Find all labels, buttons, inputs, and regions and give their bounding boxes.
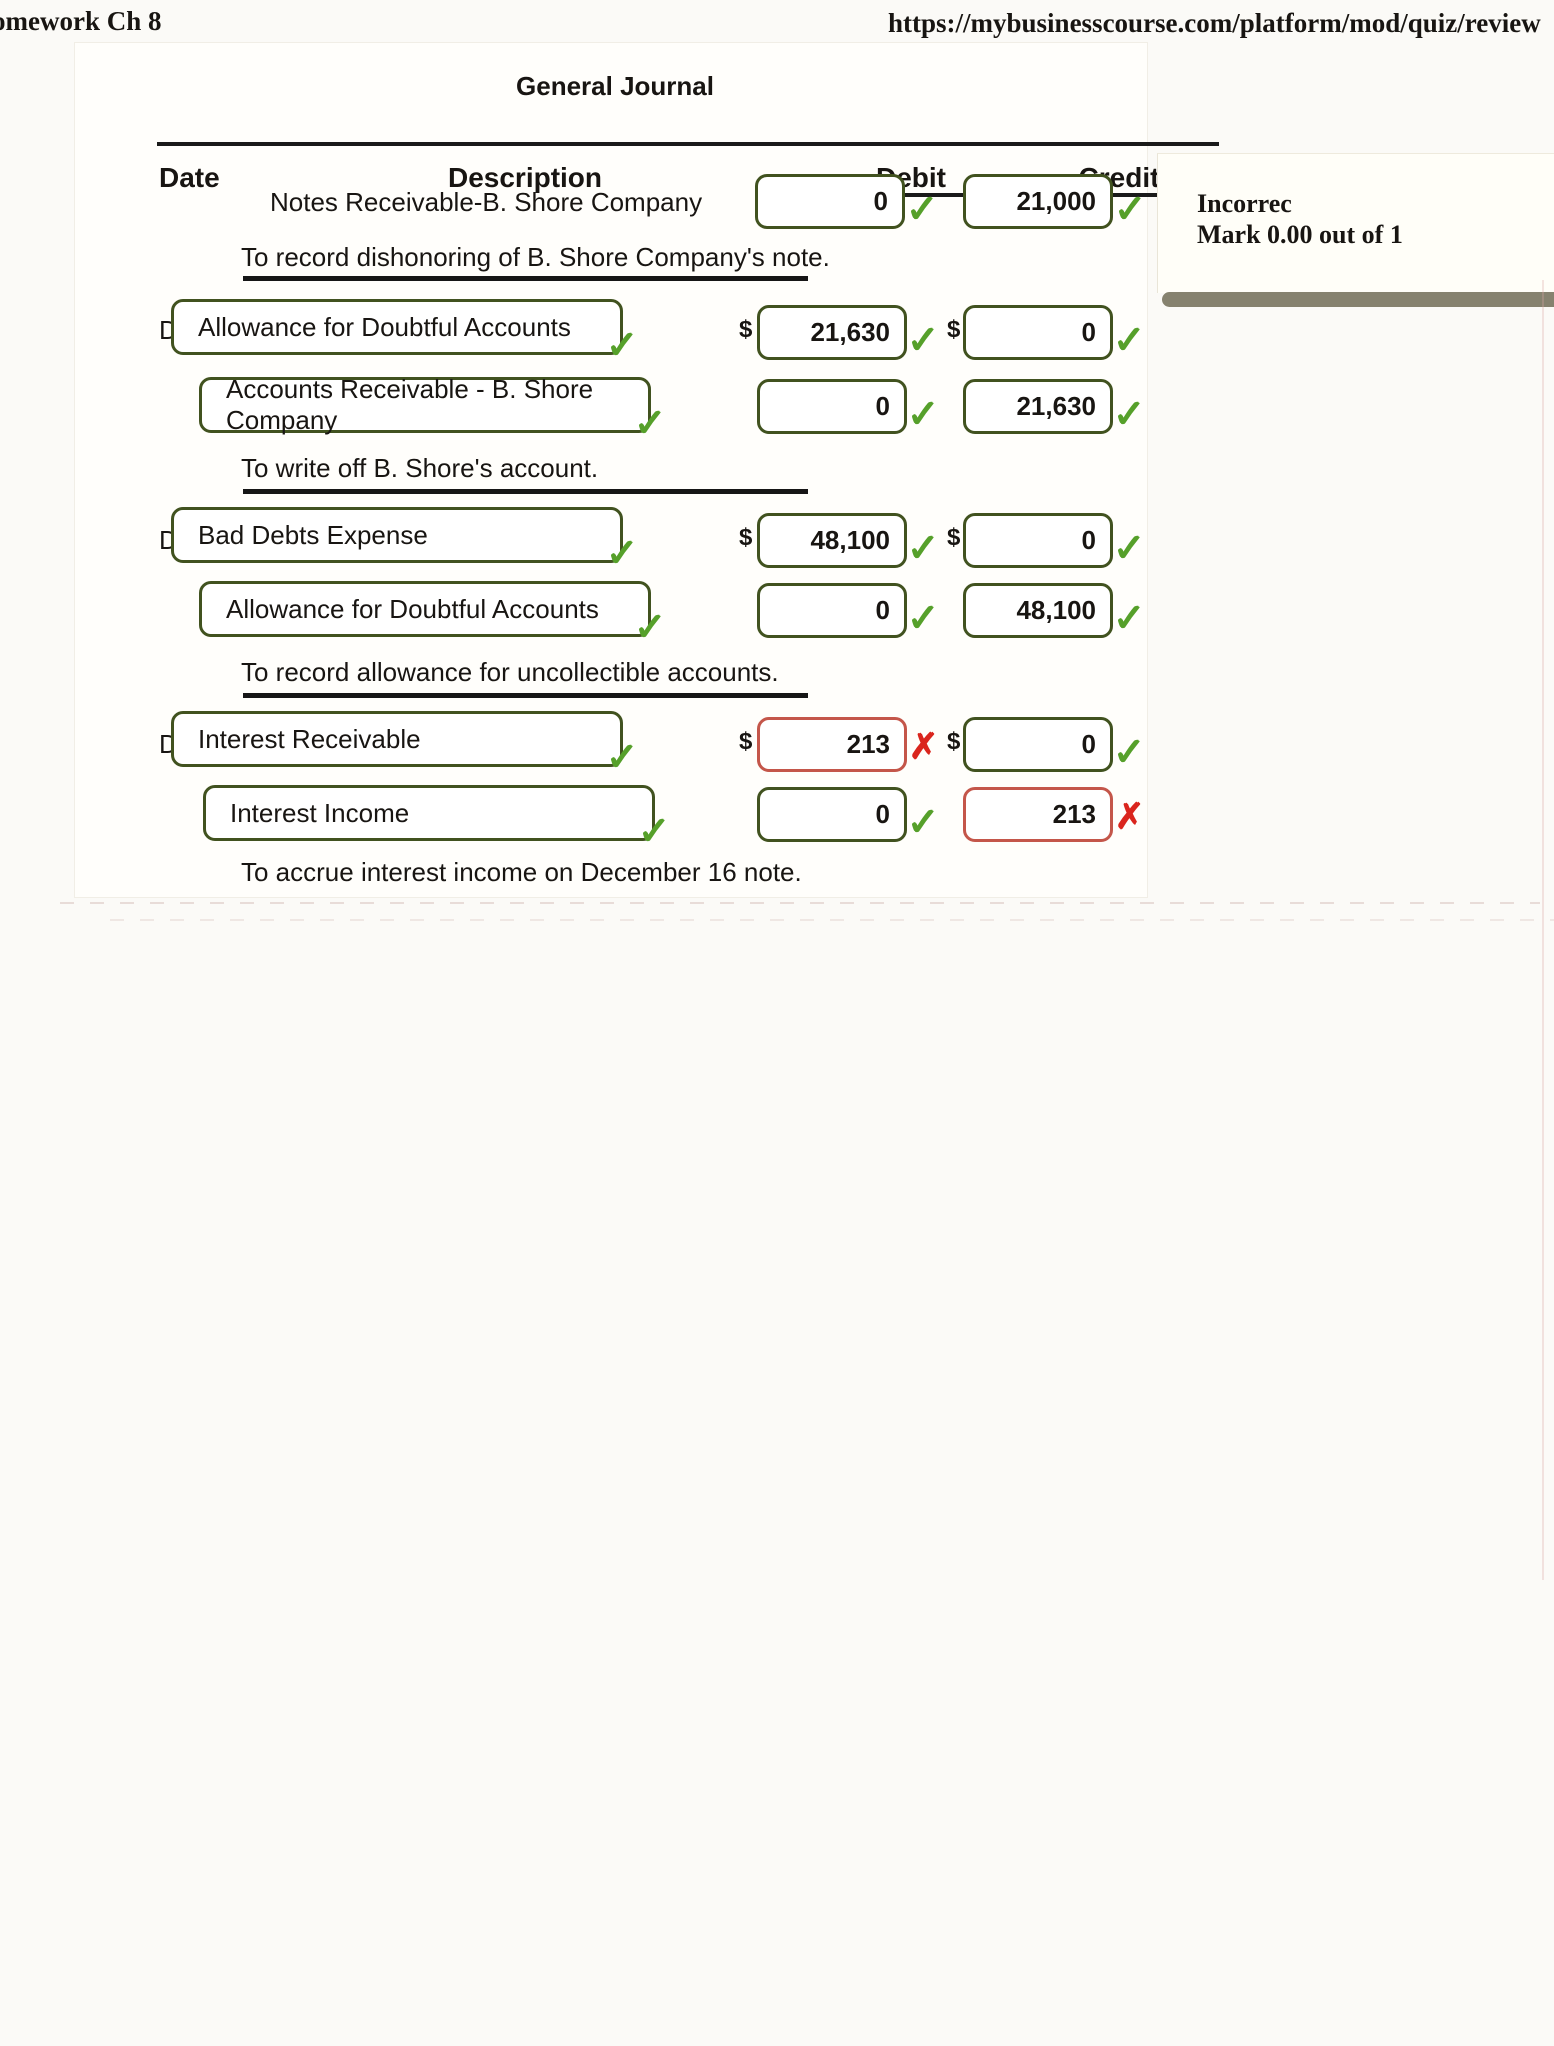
entry-caption: To record dishonoring of B. Shore Compan… — [241, 242, 830, 272]
check-icon: ✓ — [1112, 391, 1146, 437]
credit-input[interactable]: 0 — [963, 717, 1113, 772]
entry-divider — [243, 276, 808, 281]
entry-divider — [243, 693, 808, 698]
currency-symbol: $ — [739, 524, 753, 551]
credit-input[interactable]: 0 — [963, 513, 1113, 568]
journal-panel: General Journal Date Description Debit C… — [74, 42, 1219, 898]
check-icon: ✓ — [1113, 186, 1147, 232]
account-input[interactable]: Accounts Receivable - B. Shore Company — [199, 374, 651, 435]
check-icon: ✓ — [906, 595, 940, 641]
entry-caption: To accrue interest income on December 16… — [241, 857, 802, 887]
feedback-mark: Mark 0.00 out of 1 — [1197, 220, 1403, 249]
debit-input[interactable]: 213 — [757, 717, 907, 772]
debit-input[interactable]: 0 — [757, 787, 907, 842]
debit-input[interactable]: 48,100 — [757, 513, 907, 568]
journal-title: General Journal — [516, 71, 714, 101]
check-icon: ✓ — [605, 734, 639, 780]
debit-input[interactable]: 0 — [757, 379, 907, 434]
feedback-panel: Incorrec Mark 0.00 out of 1 — [1157, 153, 1554, 307]
check-icon: ✓ — [1112, 525, 1146, 571]
x-icon: ✗ — [908, 726, 939, 767]
column-header-date: Date — [159, 162, 220, 193]
credit-input[interactable]: 21,000 — [963, 174, 1113, 229]
debit-input[interactable]: 21,630 — [757, 305, 907, 360]
account-input[interactable]: Interest Receivable — [171, 711, 623, 767]
page-url: https://mybusinesscourse.com/platform/mo… — [888, 8, 1541, 38]
check-icon: ✓ — [906, 391, 940, 437]
account-input[interactable]: Bad Debts Expense — [171, 507, 623, 563]
currency-symbol: $ — [947, 524, 961, 551]
check-icon: ✓ — [605, 530, 639, 576]
credit-input[interactable]: 21,630 — [963, 379, 1113, 434]
check-icon: ✓ — [1112, 729, 1146, 775]
scan-artifact-line — [1542, 280, 1544, 1580]
debit-input[interactable]: 0 — [755, 174, 905, 229]
x-icon: ✗ — [1114, 796, 1145, 837]
document-title: omework Ch 8 — [0, 6, 162, 36]
debit-header-rule — [815, 193, 1007, 197]
currency-symbol: $ — [739, 316, 753, 343]
check-icon: ✓ — [905, 186, 939, 232]
scan-artifact-line — [110, 919, 1554, 921]
check-icon: ✓ — [633, 604, 667, 650]
feedback-shadow-bar — [1162, 292, 1554, 307]
currency-symbol: $ — [947, 316, 961, 343]
check-icon: ✓ — [906, 799, 940, 845]
check-icon: ✓ — [637, 808, 671, 854]
entry-divider — [243, 489, 808, 494]
check-icon: ✓ — [633, 400, 667, 446]
column-header-description: Description — [447, 162, 603, 193]
credit-header-rule — [1025, 193, 1213, 197]
credit-input[interactable]: 48,100 — [963, 583, 1113, 638]
scan-artifact-line — [60, 902, 1540, 904]
title-rule — [157, 142, 1219, 146]
feedback-text: Incorrec Mark 0.00 out of 1 — [1197, 188, 1403, 250]
check-icon: ✓ — [605, 322, 639, 368]
credit-input[interactable]: 0 — [963, 305, 1113, 360]
account-input[interactable]: Interest Income — [203, 785, 655, 841]
check-icon: ✓ — [1112, 317, 1146, 363]
account-input[interactable]: Allowance for Doubtful Accounts — [199, 581, 651, 637]
account-label: Notes Receivable-B. Shore Company — [270, 187, 703, 217]
check-icon: ✓ — [906, 317, 940, 363]
feedback-status: Incorrec — [1197, 189, 1292, 218]
check-icon: ✓ — [1112, 595, 1146, 641]
currency-symbol: $ — [739, 728, 753, 755]
check-icon: ✓ — [906, 525, 940, 571]
entry-caption: To write off B. Shore's account. — [241, 453, 599, 483]
currency-symbol: $ — [947, 728, 961, 755]
debit-input[interactable]: 0 — [757, 583, 907, 638]
entry-caption: To record allowance for uncollectible ac… — [241, 657, 779, 687]
account-input[interactable]: Allowance for Doubtful Accounts — [171, 299, 623, 355]
credit-input[interactable]: 213 — [963, 787, 1113, 842]
